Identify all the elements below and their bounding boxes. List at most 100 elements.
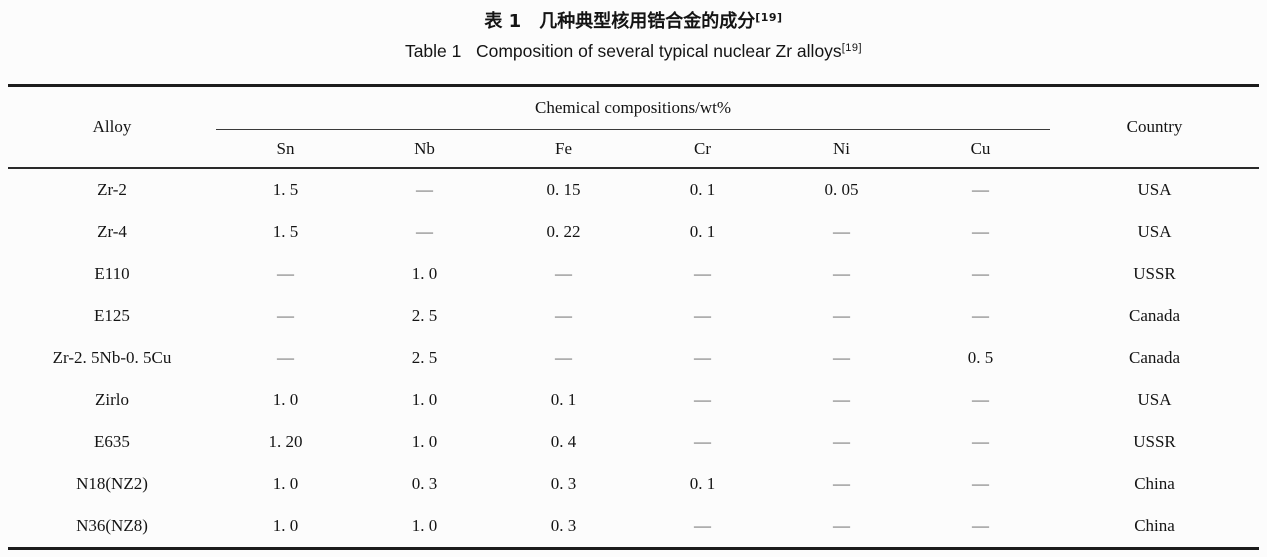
header-element-sn: Sn: [216, 129, 355, 169]
cell-ni: —: [833, 222, 850, 241]
header-row-elements: Sn Nb Fe Cr Ni Cu: [8, 129, 1259, 169]
header-chemical-compositions: Chemical compositions/wt%: [216, 85, 1051, 130]
cell-sn: —: [277, 264, 294, 283]
table-row-zr2: Zr-2 1. 5 — 0. 15 0. 1 0. 05 — USA: [8, 168, 1259, 211]
cell-ni: —: [833, 474, 850, 493]
cell-cr: —: [694, 348, 711, 367]
composition-table: Alloy Chemical compositions/wt% Country …: [8, 84, 1260, 550]
cell-fe: 0. 1: [550, 390, 577, 409]
table-row-e125: E125 — 2. 5 — — — — Canada: [8, 295, 1259, 337]
cell-sn: —: [277, 306, 294, 325]
cell-sn: 1. 20: [268, 432, 303, 451]
cell-country: USA: [1137, 180, 1172, 199]
cell-fe: —: [555, 348, 572, 367]
table-caption-chinese: 表 1 几种典型核用锆合金的成分[19]: [0, 7, 1267, 33]
cell-cr: —: [694, 516, 711, 535]
cell-nb: 1. 0: [411, 516, 438, 535]
table-caption-english: Table 1 Composition of several typical n…: [0, 41, 1267, 62]
cell-fe: 0. 3: [550, 516, 577, 535]
cell-cr: 0. 1: [689, 180, 716, 199]
table-row-zr4: Zr-4 1. 5 — 0. 22 0. 1 — — USA: [8, 211, 1259, 253]
cell-sn: 1. 0: [272, 516, 299, 535]
cell-cu: —: [972, 390, 989, 409]
header-element-nb: Nb: [355, 129, 494, 169]
cell-country: Canada: [1129, 348, 1180, 367]
cell-cu: —: [972, 516, 989, 535]
cell-alloy: Zr-2. 5Nb-0. 5Cu: [52, 348, 172, 367]
cell-ni: —: [833, 348, 850, 367]
table-row-zr25nb05cu: Zr-2. 5Nb-0. 5Cu — 2. 5 — — — 0. 5 Canad…: [8, 337, 1259, 379]
cell-sn: 1. 5: [272, 180, 299, 199]
cell-sn: 1. 5: [272, 222, 299, 241]
cell-cu: 0. 5: [967, 348, 994, 367]
caption-cn-text: 表 1 几种典型核用锆合金的成分: [484, 11, 756, 32]
cell-cr: —: [694, 264, 711, 283]
citation-ref-cn: [19]: [755, 11, 783, 24]
table-row-e635: E635 1. 20 1. 0 0. 4 — — — USSR: [8, 421, 1259, 463]
cell-nb: 1. 0: [411, 264, 438, 283]
cell-cr: 0. 1: [689, 474, 716, 493]
cell-country: Canada: [1129, 306, 1180, 325]
cell-alloy: Zr-2: [97, 180, 127, 199]
citation-ref-en: [19]: [841, 42, 863, 54]
cell-country: USA: [1137, 390, 1172, 409]
cell-nb: 2. 5: [411, 306, 438, 325]
header-element-cr: Cr: [633, 129, 772, 169]
table-row-n18: N18(NZ2) 1. 0 0. 3 0. 3 0. 1 — — China: [8, 463, 1259, 505]
cell-nb: 2. 5: [411, 348, 438, 367]
cell-nb: 1. 0: [411, 432, 438, 451]
cell-alloy: Zr-4: [97, 222, 127, 241]
cell-ni: —: [833, 516, 850, 535]
cell-fe: 0. 3: [550, 474, 577, 493]
cell-cr: —: [694, 306, 711, 325]
cell-fe: 0. 22: [546, 222, 581, 241]
cell-country: China: [1134, 474, 1175, 493]
cell-cu: —: [972, 306, 989, 325]
cell-ni: 0. 05: [824, 180, 859, 199]
cell-sn: 1. 0: [272, 390, 299, 409]
cell-nb: —: [416, 180, 433, 199]
cell-fe: 0. 15: [546, 180, 581, 199]
header-row-group: Alloy Chemical compositions/wt% Country: [8, 85, 1260, 169]
cell-cu: —: [972, 264, 989, 283]
cell-country: USSR: [1133, 432, 1176, 451]
cell-alloy: E110: [94, 264, 130, 283]
cell-country: USA: [1137, 222, 1172, 241]
table-row-zirlo: Zirlo 1. 0 1. 0 0. 1 — — — USA: [8, 379, 1259, 421]
cell-alloy: N18(NZ2): [76, 474, 148, 493]
table-row-e110: E110 — 1. 0 — — — — USSR: [8, 253, 1259, 295]
cell-fe: —: [555, 306, 572, 325]
cell-cu: —: [972, 432, 989, 451]
header-element-cu: Cu: [911, 129, 1051, 169]
cell-alloy: Zirlo: [95, 390, 129, 409]
cell-ni: —: [833, 390, 850, 409]
cell-nb: 1. 0: [411, 390, 438, 409]
cell-alloy: E635: [94, 432, 130, 451]
cell-fe: 0. 4: [550, 432, 577, 451]
cell-cu: —: [972, 180, 989, 199]
cell-ni: —: [833, 432, 850, 451]
cell-ni: —: [833, 264, 850, 283]
cell-ni: —: [833, 306, 850, 325]
cell-cu: —: [972, 222, 989, 241]
header-alloy: Alloy: [8, 85, 216, 169]
table-row-n36: N36(NZ8) 1. 0 1. 0 0. 3 — — — China: [8, 505, 1259, 549]
cell-cr: —: [694, 432, 711, 451]
cell-cr: —: [694, 390, 711, 409]
cell-country: USSR: [1133, 264, 1176, 283]
cell-alloy: N36(NZ8): [76, 516, 148, 535]
header-element-fe: Fe: [494, 129, 633, 169]
cell-sn: 1. 0: [272, 474, 299, 493]
cell-cr: 0. 1: [689, 222, 716, 241]
caption-en-text: Table 1 Composition of several typical n…: [404, 41, 842, 61]
cell-nb: —: [416, 222, 433, 241]
cell-sn: —: [277, 348, 294, 367]
header-country: Country: [1050, 85, 1260, 169]
cell-cu: —: [972, 474, 989, 493]
header-element-ni: Ni: [772, 129, 911, 169]
cell-alloy: E125: [94, 306, 130, 325]
cell-country: China: [1134, 516, 1175, 535]
cell-nb: 0. 3: [411, 474, 438, 493]
cell-fe: —: [555, 264, 572, 283]
